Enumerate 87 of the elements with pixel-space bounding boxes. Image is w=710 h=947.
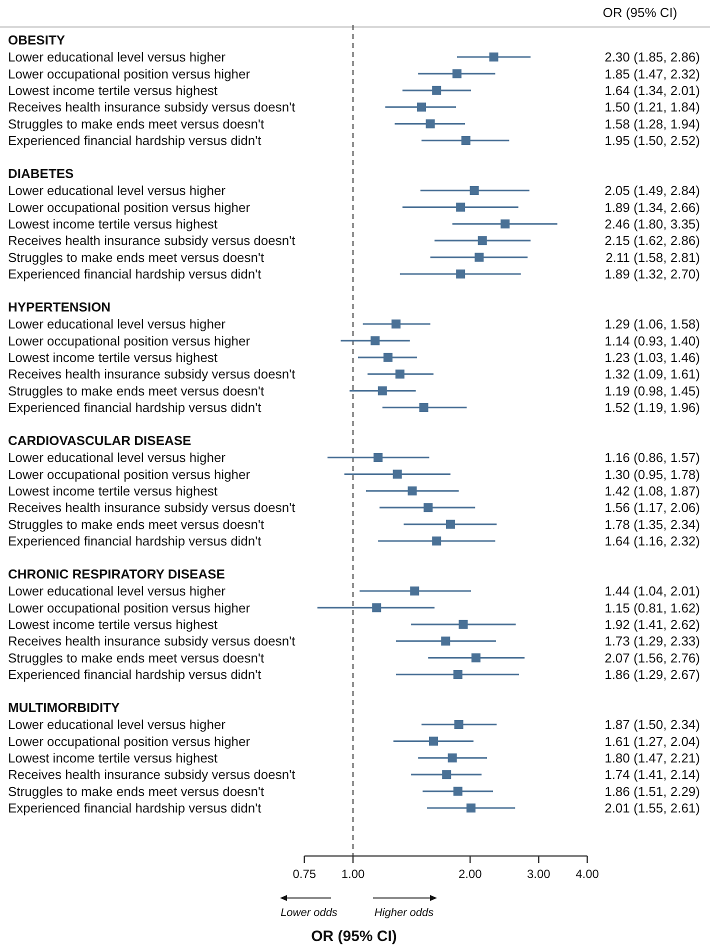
y-tick-label: Experienced financial hardship versus didn't: [8, 800, 262, 816]
data-label: 1.29 (1.06, 1.58): [604, 316, 700, 332]
y-tick-label: OBESITY: [8, 32, 66, 48]
y-tick-label: Receives health insurance subsidy versus doesn't: [8, 767, 296, 782]
data-label: 1.74 (1.41, 2.14): [604, 767, 700, 782]
data-label: 1.89 (1.34, 2.66): [604, 200, 700, 215]
data-label: 1.85 (1.47, 2.32): [604, 66, 700, 82]
data-label: 2.11 (1.58, 2.81): [606, 250, 700, 265]
y-tick-label: Experienced financial hardship versus didn't: [8, 667, 262, 682]
data-label: 1.19 (0.98, 1.45): [604, 383, 700, 398]
y-tick-label: Struggles to make ends meet versus doesn't: [8, 250, 265, 265]
y-tick-label: Lower occupational position versus higher: [8, 66, 251, 82]
y-tick-label: Experienced financial hardship versus didn't: [8, 133, 262, 148]
x-axis-title: OR (95% CI): [311, 928, 397, 945]
x-tick-label: 1.00: [341, 867, 365, 881]
y-tick-label: MULTIMORBIDITY: [8, 700, 120, 716]
y-tick-label: Experienced financial hardship versus didn't: [8, 400, 262, 416]
data-label: 1.16 (0.86, 1.57): [604, 450, 700, 466]
data-label: 1.92 (1.41, 2.62): [604, 616, 700, 632]
data-label: 1.32 (1.09, 1.61): [604, 366, 700, 382]
data-label: 2.07 (1.56, 2.76): [604, 650, 700, 666]
y-tick-label: Lower educational level versus higher: [8, 183, 226, 198]
data-label: 2.30 (1.85, 2.86): [604, 50, 700, 65]
y-tick-label: Receives health insurance subsidy versus doesn't: [8, 634, 296, 649]
y-tick-label: Lowest income tertile versus highest: [8, 350, 218, 365]
data-label: 1.50 (1.21, 1.84): [604, 100, 700, 115]
y-tick-label: Lower educational level versus higher: [8, 450, 226, 466]
data-label: 1.86 (1.51, 2.29): [604, 784, 700, 799]
data-label: 1.64 (1.34, 2.01): [604, 82, 700, 98]
y-tick-label: Struggles to make ends meet versus doesn't: [8, 383, 265, 398]
x-tick-label: 3.00: [526, 867, 551, 881]
data-label: 1.44 (1.04, 2.01): [604, 584, 700, 599]
data-label: 1.23 (1.03, 1.46): [604, 350, 700, 365]
data-label: 1.73 (1.29, 2.33): [604, 634, 700, 649]
text: OR (95% CI): [602, 5, 678, 20]
y-tick-label: Lower educational level versus higher: [8, 50, 226, 65]
data-label: 1.78 (1.35, 2.34): [604, 516, 700, 532]
data-label: 1.52 (1.19, 1.96): [604, 400, 700, 416]
y-tick-label: Lower occupational position versus higher: [8, 200, 251, 215]
y-tick-label: Struggles to make ends meet versus doesn't: [8, 784, 265, 799]
y-tick-label: Lowest income tertile versus highest: [8, 216, 218, 232]
data-label: 1.87 (1.50, 2.34): [604, 717, 700, 732]
text: Lower odds: [280, 907, 338, 919]
data-label: 1.61 (1.27, 2.04): [604, 734, 700, 749]
y-tick-label: Lower occupational position versus higher: [8, 734, 251, 749]
data-label: 1.64 (1.16, 2.32): [604, 534, 700, 549]
y-tick-label: Lower educational level versus higher: [8, 584, 226, 599]
data-label: 2.15 (1.62, 2.86): [604, 233, 700, 248]
data-label: 1.30 (0.95, 1.78): [604, 466, 700, 482]
y-tick-label: Struggles to make ends meet versus doesn't: [8, 116, 265, 132]
data-label: 1.86 (1.29, 2.67): [604, 667, 700, 682]
data-label: 1.56 (1.17, 2.06): [604, 500, 700, 516]
y-tick-label: Receives health insurance subsidy versus doesn't: [8, 500, 296, 516]
x-tick-label: 2.00: [458, 867, 482, 881]
data-label: 2.01 (1.55, 2.61): [604, 800, 700, 816]
data-label: 1.15 (0.81, 1.62): [604, 600, 700, 616]
x-tick-label: 4.00: [576, 867, 600, 881]
data-label: 1.42 (1.08, 1.87): [604, 483, 700, 498]
y-tick-label: Lower occupational position versus higher: [8, 333, 251, 348]
y-tick-label: Lower educational level versus higher: [8, 717, 226, 732]
y-tick-label: Lower educational level versus higher: [8, 316, 226, 332]
y-tick-label: Lower occupational position versus higher: [8, 600, 251, 616]
y-tick-label: Receives health insurance subsidy versus doesn't: [8, 100, 296, 115]
y-tick-label: HYPERTENSION: [8, 300, 111, 315]
data-label: 1.14 (0.93, 1.40): [604, 333, 700, 348]
data-label: 1.89 (1.32, 2.70): [604, 266, 700, 282]
y-tick-label: CHRONIC RESPIRATORY DISEASE: [8, 566, 226, 582]
y-tick-label: Struggles to make ends meet versus doesn't: [8, 516, 265, 532]
data-label: 2.46 (1.80, 3.35): [604, 216, 700, 232]
text: Higher odds: [374, 907, 434, 919]
y-tick-label: Receives health insurance subsidy versus doesn't: [8, 233, 296, 248]
y-tick-label: Lowest income tertile versus highest: [8, 82, 218, 98]
y-tick-label: Lowest income tertile versus highest: [8, 483, 218, 498]
y-tick-label: Struggles to make ends meet versus doesn't: [8, 650, 265, 666]
y-tick-label: Lower occupational position versus higher: [8, 466, 251, 482]
y-tick-label: Lowest income tertile versus highest: [8, 616, 218, 632]
x-tick-label: 0.75: [292, 867, 316, 881]
y-tick-label: Experienced financial hardship versus didn't: [8, 266, 262, 282]
y-tick-label: Experienced financial hardship versus didn't: [8, 534, 262, 549]
y-tick-label: Lowest income tertile versus highest: [8, 750, 218, 766]
data-label: 1.95 (1.50, 2.52): [604, 133, 700, 148]
y-tick-label: DIABETES: [8, 166, 74, 182]
data-label: 1.80 (1.47, 2.21): [604, 750, 700, 766]
y-tick-label: CARDIOVASCULAR DISEASE: [8, 433, 192, 448]
y-tick-label: Receives health insurance subsidy versus doesn't: [8, 366, 296, 382]
data-label: 1.58 (1.28, 1.94): [604, 116, 700, 132]
data-label: 2.05 (1.49, 2.84): [604, 183, 700, 198]
